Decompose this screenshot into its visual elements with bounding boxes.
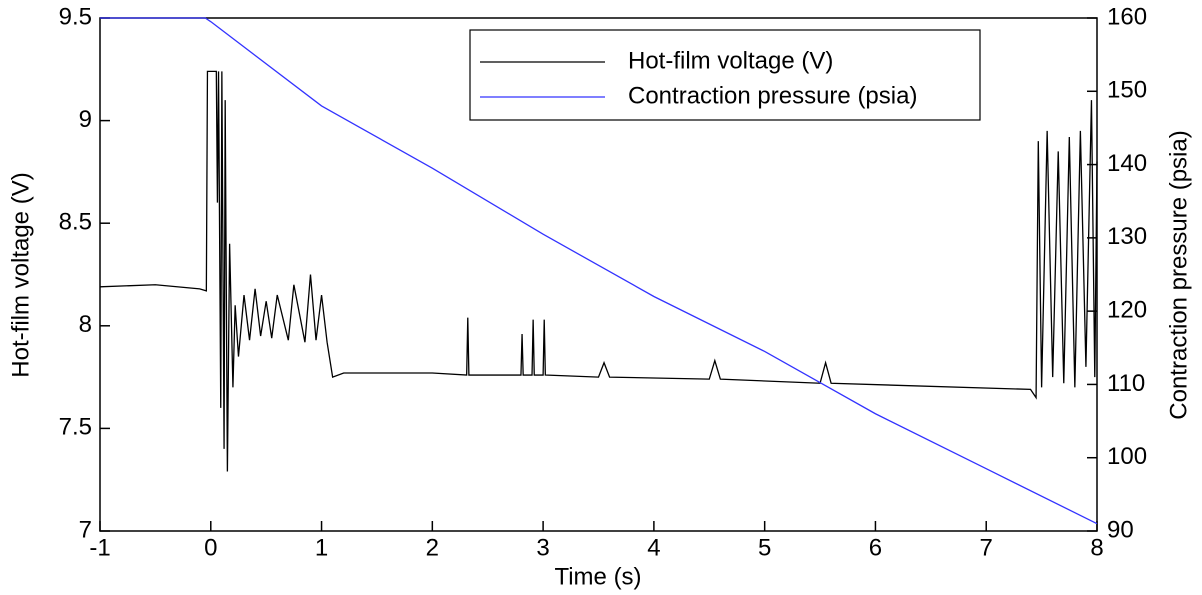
y2-tick-label: 150 [1107, 77, 1147, 104]
y2-tick-label: 160 [1107, 3, 1147, 30]
plot-frame [99, 17, 1098, 532]
y-tick-label: 8.5 [59, 209, 92, 236]
y2-tick-label: 120 [1107, 296, 1147, 323]
y2-axis-title: Contraction pressure (psia) [1165, 130, 1192, 419]
y2-tick-label: 140 [1107, 150, 1147, 177]
y-tick-label: 8 [79, 311, 92, 338]
y2-tick-label: 90 [1107, 516, 1134, 543]
x-tick-label: 8 [1090, 534, 1103, 561]
y-axis-title: Hot-film voltage (V) [7, 172, 34, 377]
y-tick-label: 7.5 [59, 414, 92, 441]
legend-box [469, 29, 981, 121]
data-line [100, 17, 1098, 525]
y2-tick-label: 130 [1107, 223, 1147, 250]
y-tick-label: 9.5 [59, 3, 92, 30]
x-tick-label: -1 [89, 534, 110, 561]
legend-label: Contraction pressure (psia) [628, 82, 917, 109]
x-axis-title: Time (s) [554, 563, 641, 590]
x-tick-label: 3 [536, 534, 549, 561]
x-tick-label: 7 [980, 534, 993, 561]
y-tick-label: 9 [79, 106, 92, 133]
x-tick-label: 6 [869, 534, 882, 561]
x-tick-label: 1 [315, 534, 328, 561]
y-tick-label: 7 [79, 516, 92, 543]
y2-tick-label: 110 [1107, 370, 1145, 397]
y2-tick-label: 100 [1107, 443, 1147, 470]
x-tick-label: 2 [426, 534, 439, 561]
legend-label: Hot-film voltage (V) [628, 47, 833, 74]
data-line [99, 70, 1098, 472]
x-tick-label: 5 [758, 534, 771, 561]
x-tick-label: 0 [204, 534, 217, 561]
x-tick-label: 4 [647, 534, 660, 561]
